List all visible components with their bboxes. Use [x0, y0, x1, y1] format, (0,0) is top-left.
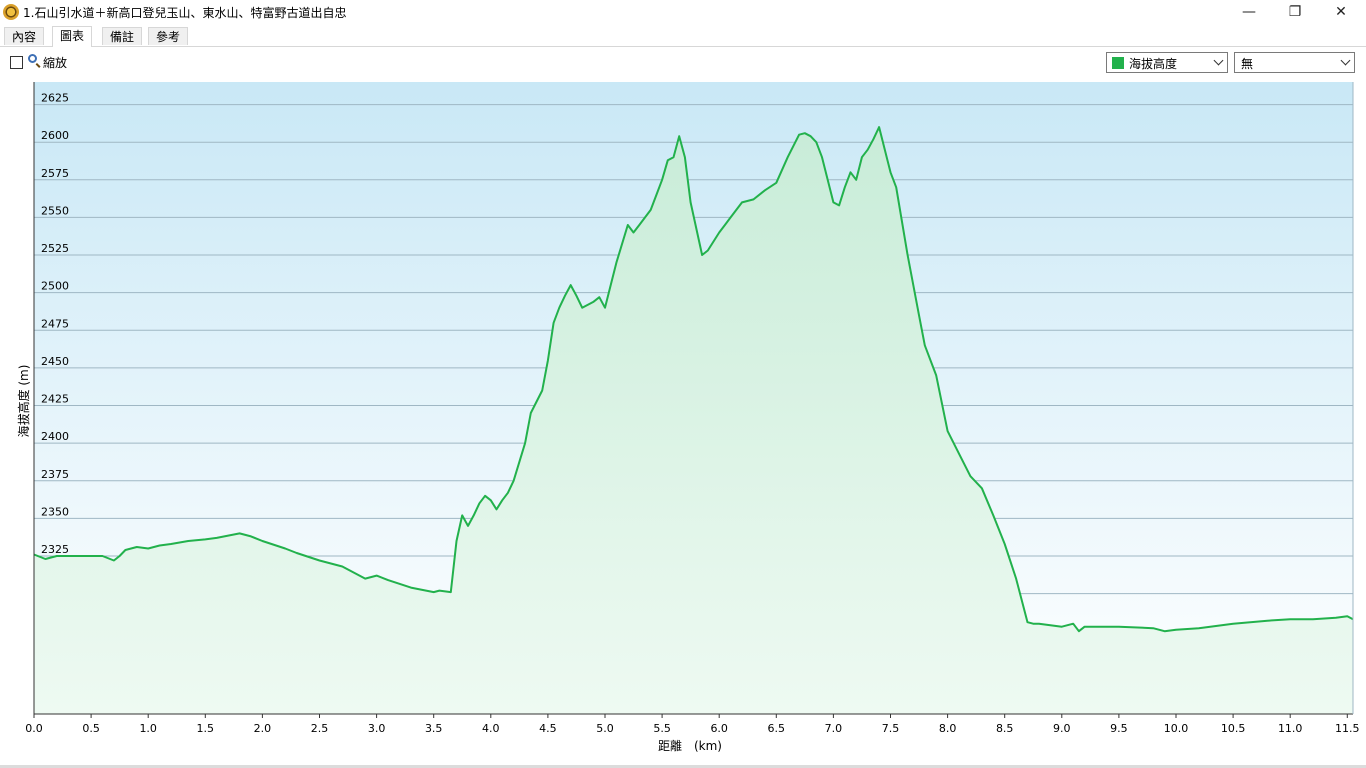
- x-tick-label: 3.5: [425, 722, 443, 735]
- x-tick-label: 3.0: [368, 722, 386, 735]
- x-tick-label: 9.5: [1110, 722, 1128, 735]
- y-tick-label: 2600: [41, 129, 69, 142]
- y-tick-label: 2375: [41, 468, 69, 481]
- secondary-series-value: 無: [1241, 57, 1254, 71]
- chevron-down-icon: [1340, 55, 1351, 66]
- window-bottom-border: [0, 765, 1366, 768]
- tab-chart[interactable]: 圖表: [52, 26, 93, 47]
- x-tick-label: 5.0: [596, 722, 614, 735]
- close-button[interactable]: ✕: [1335, 4, 1347, 20]
- y-tick-label: 2350: [41, 505, 69, 518]
- x-tick-label: 11.5: [1335, 722, 1360, 735]
- title-bar: 1.石山引水道＋新高口登兒玉山、東水山、特富野古道出自忠 — ❐ ✕: [0, 0, 1366, 24]
- x-tick-label: 6.5: [768, 722, 786, 735]
- x-tick-label: 7.5: [882, 722, 900, 735]
- y-tick-label: 2575: [41, 167, 69, 180]
- elevation-line: [33, 126, 1354, 633]
- primary-series-select[interactable]: 海拔高度: [1106, 52, 1228, 73]
- x-tick-label: 1.5: [197, 722, 215, 735]
- x-tick-label: 0.0: [25, 722, 43, 735]
- x-tick-label: 5.5: [653, 722, 671, 735]
- x-tick-label: 7.0: [825, 722, 843, 735]
- zoom-checkbox[interactable]: [10, 56, 23, 69]
- y-tick-label: 2525: [41, 242, 69, 255]
- primary-series-value: 海拔高度: [1129, 57, 1178, 71]
- x-axis-title: 距離 (km): [658, 739, 722, 753]
- tab-bar: 內容 圖表 備註 參考: [0, 26, 1366, 47]
- y-tick-label: 2625: [41, 92, 69, 105]
- y-tick-label: 2425: [41, 393, 69, 406]
- restore-button[interactable]: ❐: [1288, 4, 1302, 20]
- x-tick-label: 2.5: [311, 722, 329, 735]
- elevation-area: [34, 127, 1353, 715]
- x-tick-label: 1.0: [139, 722, 157, 735]
- x-tick-label: 0.5: [82, 722, 100, 735]
- x-tick-label: 2.0: [254, 722, 272, 735]
- y-tick-label: 2400: [41, 430, 69, 443]
- x-tick-label: 8.0: [939, 722, 957, 735]
- x-tick-label: 6.0: [710, 722, 728, 735]
- y-tick-label: 2325: [41, 543, 69, 556]
- x-tick-label: 9.0: [1053, 722, 1071, 735]
- minimize-button[interactable]: —: [1242, 4, 1256, 20]
- window-title: 1.石山引水道＋新高口登兒玉山、東水山、特富野古道出自忠: [23, 6, 347, 20]
- x-tick-label: 10.5: [1221, 722, 1246, 735]
- x-tick-label: 8.5: [996, 722, 1014, 735]
- zoom-label: 縮放: [43, 56, 68, 70]
- app-logo-icon: [3, 4, 19, 20]
- chevron-down-icon: [1213, 55, 1224, 66]
- x-tick-label: 4.0: [482, 722, 500, 735]
- elevation-chart[interactable]: 2250227523002325235023752400242524502475…: [0, 80, 1366, 764]
- x-tick-label: 4.5: [539, 722, 557, 735]
- tab-reference[interactable]: 參考: [148, 27, 189, 45]
- y-tick-label: 2550: [41, 204, 69, 217]
- tab-notes[interactable]: 備註: [102, 27, 143, 45]
- chart-toolbar: 縮放 海拔高度 無: [0, 47, 1366, 79]
- series-color-swatch: [1112, 57, 1124, 69]
- secondary-series-select[interactable]: 無: [1234, 52, 1355, 73]
- magnifier-icon: [28, 54, 37, 63]
- x-tick-label: 10.0: [1164, 722, 1189, 735]
- y-tick-label: 2475: [41, 317, 69, 330]
- x-tick-label: 11.0: [1278, 722, 1303, 735]
- y-axis-title: 海拔高度 (m): [16, 365, 31, 438]
- y-tick-label: 2500: [41, 280, 69, 293]
- tab-content[interactable]: 內容: [4, 27, 45, 45]
- y-tick-label: 2450: [41, 355, 69, 368]
